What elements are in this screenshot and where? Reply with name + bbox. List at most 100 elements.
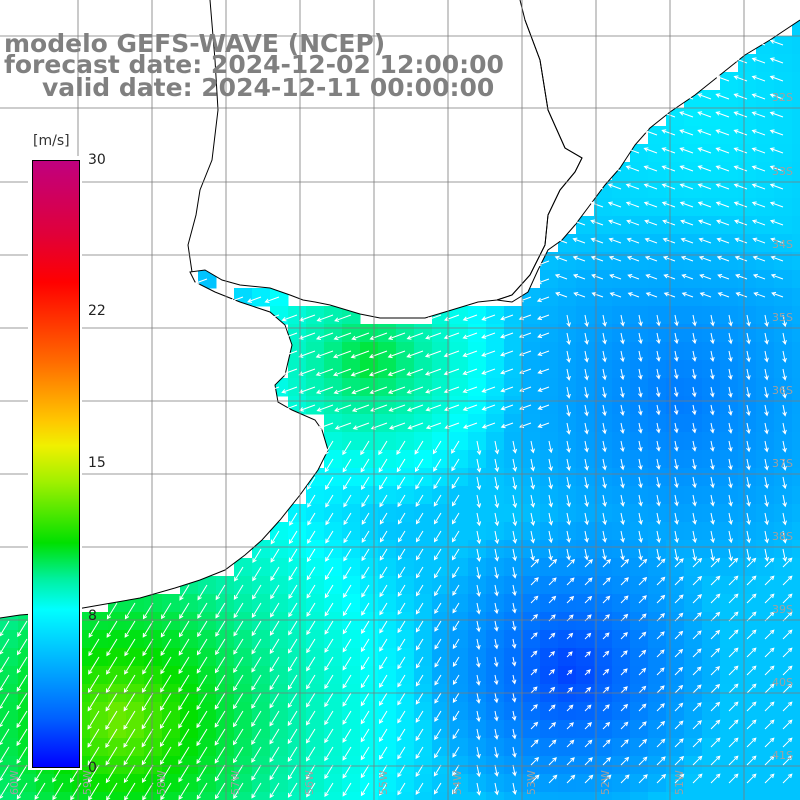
wind-arrow xyxy=(679,129,694,136)
wind-arrow xyxy=(415,494,424,508)
wind-arrow xyxy=(566,739,575,748)
wind-arrow xyxy=(269,782,280,799)
wind-arrow xyxy=(715,201,730,208)
wind-arrow xyxy=(710,683,721,694)
speed-cell xyxy=(504,360,523,379)
wind-arrow xyxy=(415,566,424,579)
wind-arrow xyxy=(602,577,611,586)
wind-arrow xyxy=(566,386,571,399)
wind-arrow xyxy=(142,602,154,620)
lat-label: 40S xyxy=(772,676,793,689)
speed-cell xyxy=(702,288,721,307)
wind-arrow xyxy=(764,593,775,604)
wind-arrow xyxy=(434,620,442,632)
wind-arrow xyxy=(476,512,482,527)
wind-arrow xyxy=(782,458,787,471)
wind-arrow xyxy=(530,686,538,694)
speed-cell xyxy=(792,432,800,451)
speed-cell xyxy=(576,270,595,289)
wind-arrow xyxy=(728,404,733,416)
speed-cell xyxy=(306,378,325,397)
wind-arrow xyxy=(751,75,766,82)
lat-label: 38S xyxy=(772,530,793,543)
speed-cell xyxy=(774,90,793,109)
wind-arrow xyxy=(681,273,694,280)
wind-arrow xyxy=(342,728,352,743)
wind-arrow xyxy=(0,746,10,763)
wind-arrow xyxy=(674,630,684,640)
wind-arrow xyxy=(602,422,607,435)
wind-arrow xyxy=(584,404,589,417)
speed-cell xyxy=(720,252,739,271)
wind-arrow xyxy=(661,147,676,154)
wind-arrow xyxy=(481,386,496,393)
wind-arrow xyxy=(548,739,557,748)
wind-arrow xyxy=(764,368,769,381)
wind-arrow xyxy=(324,656,334,672)
wind-arrow xyxy=(214,746,226,764)
wind-arrow xyxy=(511,692,517,703)
wind-arrow xyxy=(315,350,334,359)
wind-arrow xyxy=(733,165,748,172)
wind-arrow xyxy=(782,629,793,640)
speed-cell xyxy=(324,414,343,433)
wind-arrow xyxy=(476,440,482,456)
wind-arrow xyxy=(512,440,518,454)
wind-arrow xyxy=(161,602,172,620)
wind-arrow xyxy=(493,656,499,668)
wind-arrow xyxy=(306,782,316,798)
speed-cell xyxy=(468,378,487,397)
wind-arrow xyxy=(584,558,594,568)
speed-cell xyxy=(792,468,800,487)
wind-arrow xyxy=(625,147,640,154)
speed-cell xyxy=(666,162,685,181)
wind-arrow xyxy=(782,512,787,526)
wind-arrow xyxy=(500,368,514,375)
wind-arrow xyxy=(16,728,28,747)
wind-arrow xyxy=(141,764,154,783)
wind-arrow xyxy=(16,764,28,782)
wind-arrow xyxy=(451,548,460,561)
wind-arrow xyxy=(451,530,460,543)
wind-arrow xyxy=(481,404,496,411)
wind-arrow xyxy=(733,201,748,208)
wind-arrow xyxy=(251,710,262,727)
wind-arrow xyxy=(602,440,607,453)
wind-arrow xyxy=(769,111,784,118)
wind-arrow xyxy=(16,656,28,674)
wind-arrow xyxy=(500,386,514,393)
wind-arrow xyxy=(602,774,612,784)
wind-arrow xyxy=(728,386,733,398)
speed-cell xyxy=(648,216,667,235)
wind-arrow xyxy=(620,558,630,568)
speed-cell xyxy=(666,144,685,163)
wind-arrow xyxy=(196,728,208,747)
wind-arrow xyxy=(142,620,154,638)
wind-arrow xyxy=(620,350,625,363)
speed-cell xyxy=(504,342,523,361)
speed-cell xyxy=(576,792,595,800)
land-argentina xyxy=(0,0,582,618)
wind-arrow xyxy=(764,512,769,526)
speed-cell xyxy=(342,378,361,397)
wind-arrow xyxy=(123,764,136,784)
speed-cell xyxy=(792,540,800,559)
wind-arrow xyxy=(397,512,406,525)
wind-arrow xyxy=(288,548,298,563)
wind-arrow xyxy=(620,668,628,676)
wind-arrow xyxy=(692,548,697,562)
speed-cell xyxy=(270,792,289,800)
wind-arrow xyxy=(233,692,244,710)
wind-arrow xyxy=(500,314,514,321)
wind-arrow xyxy=(361,494,370,508)
wind-arrow xyxy=(270,566,280,582)
wind-arrow xyxy=(537,332,550,339)
wind-arrow xyxy=(105,692,118,712)
wind-arrow xyxy=(415,530,424,543)
wind-arrow xyxy=(602,548,607,561)
wind-arrow xyxy=(160,620,172,638)
wind-arrow xyxy=(196,764,208,782)
wind-arrow xyxy=(16,674,28,692)
speed-cell xyxy=(306,396,325,415)
wind-arrow xyxy=(764,530,769,544)
